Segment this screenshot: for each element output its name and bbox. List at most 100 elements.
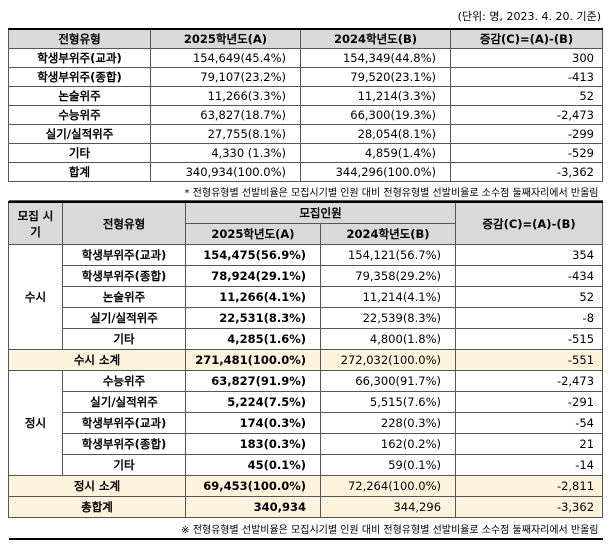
header-row: 모집 시기 전형유형 모집인원 증감(C)=(A)-(B) xyxy=(8,201,604,245)
type-cell: 기타 xyxy=(62,328,186,350)
header-cell: 2024학년도(B) xyxy=(300,28,451,49)
value-cell: 11,266(4.1%) xyxy=(185,286,321,308)
value-cell: 162(0.2%) xyxy=(319,433,457,455)
diff-cell: -529 xyxy=(450,143,603,163)
subtotal-row: 수시 소계 271,481(100.0%) 272,032(100.0%) -551 xyxy=(8,349,604,371)
data-row: 수능위주 63,827(18.7%) 66,300(19.3%) -2,473 xyxy=(8,105,603,125)
note-row: * 전형유형별 선발비율은 모집시기별 인원 대비 전형유형별 선발비율로 소수… xyxy=(8,181,603,201)
value-cell: 22,539(8.3%) xyxy=(319,307,457,329)
diff-cell: 52 xyxy=(450,86,603,106)
data-row: 정시 수능위주 63,827(91.9%) 66,300(91.7%) -2,473 xyxy=(8,370,604,476)
data-row: 합계 340,934(100.0%) 344,296(100.0%) -3,362 xyxy=(8,162,603,182)
diff-cell: -8 xyxy=(455,307,604,329)
value-cell: 5,515(7.6%) xyxy=(319,391,457,413)
header-cell: 전형유형 xyxy=(62,201,186,245)
data-row: 학생부위주(종합) 78,924(29.1%) 79,358(29.2%) -434 xyxy=(9,265,604,287)
value-cell: 59(0.1%) xyxy=(319,454,457,476)
type-cell: 논술위주 xyxy=(8,86,151,106)
data-row: 논술위주 11,266(4.1%) 11,214(4.1%) 52 xyxy=(9,286,604,308)
value-cell: 69,453(100.0%) xyxy=(185,475,321,497)
header-cell: 모집 시기 xyxy=(8,201,63,245)
value-cell: 66,300(91.7%) xyxy=(319,370,457,392)
type-cell: 학생부위주(종합) xyxy=(62,265,186,287)
type-cell: 논술위주 xyxy=(62,286,186,308)
data-row: 학생부위주(교과) 154,649(45.4%) 154,349(44.8%) 300 xyxy=(8,48,603,68)
value-cell: 154,649(45.4%) xyxy=(150,48,301,68)
header-cell: 모집인원 xyxy=(184,201,457,224)
diff-cell: -2,811 xyxy=(455,475,604,497)
value-cell: 63,827(91.9%) xyxy=(185,370,321,392)
data-row: 학생부위주(종합) 183(0.3%) 162(0.2%) 21 xyxy=(9,433,604,455)
header-cell: 2025학년도(A) xyxy=(150,28,301,49)
value-cell: 78,924(29.1%) xyxy=(185,265,321,287)
value-cell: 63,827(18.7%) xyxy=(150,105,301,125)
diff-cell: -3,362 xyxy=(450,162,603,182)
type-cell: 학생부위주(종합) xyxy=(8,67,151,87)
diff-cell: -2,473 xyxy=(450,105,603,125)
period-cell: 정시 xyxy=(8,370,63,476)
value-cell: 4,285(1.6%) xyxy=(185,328,321,350)
value-cell: 22,531(8.3%) xyxy=(185,307,321,329)
header-cell: 2024학년도(B) xyxy=(319,223,457,245)
header-cell: 증감(C)=(A)-(B) xyxy=(450,28,603,49)
data-row: 실기/실적위주 27,755(8.1%) 28,054(8.1%) -299 xyxy=(8,124,603,144)
value-cell: 72,264(100.0%) xyxy=(319,475,457,497)
note-row: ※ 전형유형별 선발비율은 모집시기별 인원 대비 전형유형별 선발비율로 소수… xyxy=(8,517,603,540)
diff-cell: -291 xyxy=(455,391,604,413)
total-label: 총합계 xyxy=(8,496,186,518)
value-cell: 79,107(23.2%) xyxy=(150,67,301,87)
data-row: 실기/실적위주 22,531(8.3%) 22,539(8.3%) -8 xyxy=(9,307,604,329)
diff-cell: -2,473 xyxy=(455,370,604,392)
diff-cell: -434 xyxy=(455,265,604,287)
type-cell: 기타 xyxy=(8,143,151,163)
value-cell: 154,349(44.8%) xyxy=(300,48,451,68)
value-cell: 5,224(7.5%) xyxy=(185,391,321,413)
diff-cell: -14 xyxy=(455,454,604,476)
footnote: ※ 전형유형별 선발비율은 모집시기별 인원 대비 전형유형별 선발비율로 소수… xyxy=(8,517,603,540)
type-cell: 합계 xyxy=(8,162,151,182)
value-cell: 344,296(100.0%) xyxy=(300,162,451,182)
type-cell: 수능위주 xyxy=(62,370,186,392)
diff-cell: 300 xyxy=(450,48,603,68)
value-cell: 45(0.1%) xyxy=(185,454,321,476)
detail-table: 모집 시기 전형유형 모집인원 증감(C)=(A)-(B) 2025학년도(A) 2024… xyxy=(8,201,604,540)
subtotal-row: 정시 소계 69,453(100.0%) 72,264(100.0%) -2,811 xyxy=(8,475,604,497)
type-cell: 실기/실적위주 xyxy=(62,307,186,329)
diff-cell: 52 xyxy=(455,286,604,308)
type-cell: 실기/실적위주 xyxy=(62,391,186,413)
data-row: 학생부위주(교과) 174(0.3%) 228(0.3%) -54 xyxy=(9,412,604,434)
value-cell: 79,520(23.1%) xyxy=(300,67,451,87)
value-cell: 344,296 xyxy=(319,496,457,518)
value-cell: 4,859(1.4%) xyxy=(300,143,451,163)
header-cell: 증감(C)=(A)-(B) xyxy=(455,201,604,245)
value-cell: 66,300(19.3%) xyxy=(300,105,451,125)
type-cell: 수능위주 xyxy=(8,105,151,125)
diff-cell: -413 xyxy=(450,67,603,87)
value-cell: 174(0.3%) xyxy=(185,412,321,434)
value-cell: 79,358(29.2%) xyxy=(319,265,457,287)
type-cell: 학생부위주(교과) xyxy=(62,412,186,434)
value-cell: 27,755(8.1%) xyxy=(150,124,301,144)
diff-cell: -551 xyxy=(455,349,604,371)
type-cell: 기타 xyxy=(62,454,186,476)
unit-note: (단위: 명, 2023. 4. 20. 기준) xyxy=(457,10,601,23)
data-row: 실기/실적위주 5,224(7.5%) 5,515(7.6%) -291 xyxy=(9,391,604,413)
subtotal-label: 정시 소계 xyxy=(8,475,186,497)
data-row: 학생부위주(종합) 79,107(23.2%) 79,520(23.1%) -413 xyxy=(8,67,603,87)
value-cell: 271,481(100.0%) xyxy=(185,349,321,371)
header-cell: 2025학년도(A) xyxy=(185,223,321,245)
value-cell: 28,054(8.1%) xyxy=(300,124,451,144)
diff-cell: -515 xyxy=(455,328,604,350)
summary-table: 전형유형 2025학년도(A) 2024학년도(B) 증감(C)=(A)-(B) 학생부… xyxy=(8,28,603,201)
value-cell: 11,214(3.3%) xyxy=(300,86,451,106)
type-cell: 학생부위주(교과) xyxy=(62,244,186,266)
footnote: * 전형유형별 선발비율은 모집시기별 인원 대비 전형유형별 선발비율로 소수… xyxy=(8,181,603,201)
header-cell: 전형유형 xyxy=(8,28,151,49)
data-row: 기타 4,330 (1.3%) 4,859(1.4%) -529 xyxy=(8,143,603,163)
period-cell: 수시 xyxy=(8,244,63,350)
diff-cell: -3,362 xyxy=(455,496,604,518)
type-cell: 실기/실적위주 xyxy=(8,124,151,144)
diff-cell: -54 xyxy=(455,412,604,434)
value-cell: 11,266(3.3%) xyxy=(150,86,301,106)
